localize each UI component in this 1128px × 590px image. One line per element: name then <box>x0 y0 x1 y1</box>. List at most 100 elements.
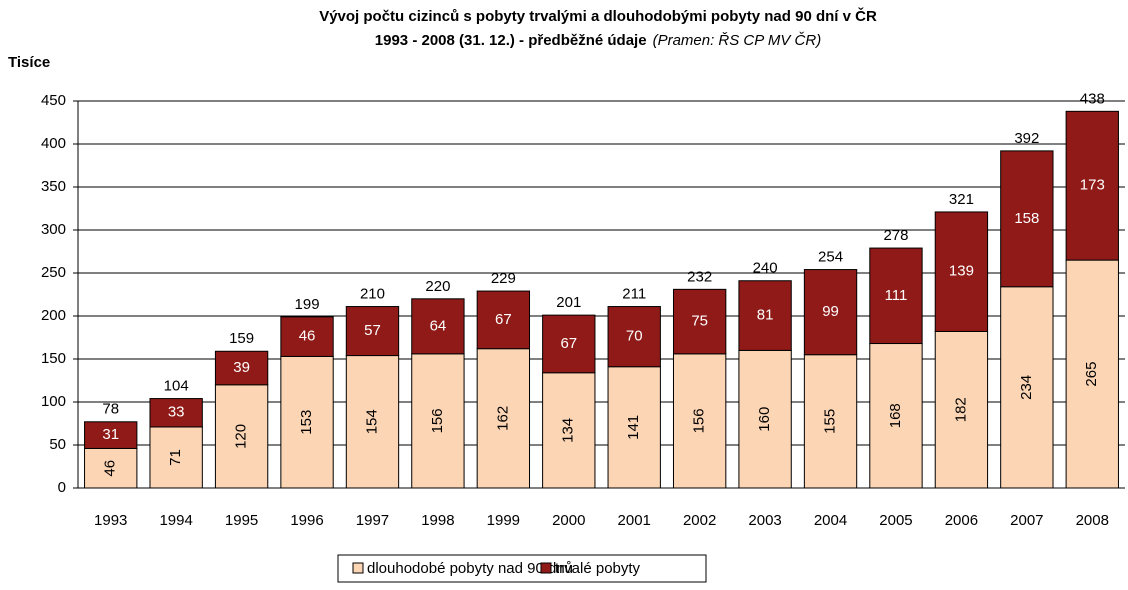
x-tick-label: 1997 <box>356 512 389 529</box>
value-label: 173 <box>1080 177 1105 194</box>
y-tick-label: 50 <box>49 436 66 453</box>
total-label: 220 <box>425 278 450 295</box>
bar-segment <box>542 314 596 374</box>
x-tick-label: 1999 <box>487 512 520 529</box>
value-label: 70 <box>626 328 643 345</box>
y-tick-label: 150 <box>41 350 66 367</box>
bar-segment <box>476 348 531 489</box>
value-label: 265 <box>1083 362 1100 387</box>
value-label: 111 <box>885 287 908 304</box>
y-tick-label: 450 <box>41 92 66 109</box>
total-label: 104 <box>164 378 189 395</box>
total-label: 229 <box>491 270 516 287</box>
value-label: 139 <box>949 263 974 280</box>
value-label: 168 <box>887 403 904 428</box>
total-label: 278 <box>883 227 908 244</box>
y-tick-label: 250 <box>41 264 66 281</box>
bar-segment <box>1000 286 1054 489</box>
value-label: 39 <box>233 359 250 376</box>
bar-segment <box>803 269 858 356</box>
bar-segment <box>542 372 596 489</box>
bar-segment <box>1065 110 1119 261</box>
bar-segment <box>803 354 858 489</box>
x-tick-label: 2003 <box>748 512 781 529</box>
bar-segment <box>672 288 727 355</box>
total-label: 201 <box>556 294 581 311</box>
total-label: 210 <box>360 286 385 303</box>
total-label: 240 <box>753 260 778 277</box>
x-tick-label: 1998 <box>421 512 454 529</box>
bar-segment <box>149 398 203 428</box>
value-label: 67 <box>495 311 512 328</box>
y-tick-label: 200 <box>41 307 66 324</box>
value-label: 234 <box>1018 375 1035 400</box>
bar-segment <box>869 343 923 489</box>
value-label: 99 <box>822 303 839 320</box>
bar-segment <box>280 355 334 489</box>
bar-segment <box>738 349 792 489</box>
x-tick-label: 2001 <box>618 512 651 529</box>
value-label: 57 <box>364 322 381 339</box>
value-label: 153 <box>298 410 315 435</box>
total-label: 321 <box>949 191 974 208</box>
y-tick-label: 400 <box>41 135 66 152</box>
value-label: 156 <box>691 408 708 433</box>
bar-segment <box>934 211 989 332</box>
x-tick-label: 2005 <box>879 512 912 529</box>
bar-segment <box>1065 259 1119 489</box>
bar-segment <box>84 447 138 489</box>
legend <box>337 554 707 583</box>
value-label: 31 <box>102 426 119 443</box>
x-tick-label: 1996 <box>290 512 323 529</box>
y-axis-label: Tisíce <box>8 54 50 71</box>
legend-swatch <box>540 562 552 574</box>
value-label: 158 <box>1014 210 1039 227</box>
value-label: 75 <box>691 313 708 330</box>
x-tick-label: 2007 <box>1010 512 1043 529</box>
bar-segment <box>84 421 138 449</box>
total-label: 254 <box>818 249 843 266</box>
total-label: 78 <box>102 401 119 418</box>
bar-segment <box>738 280 792 351</box>
value-label: 71 <box>167 449 184 466</box>
bar-segment <box>672 353 727 489</box>
value-label: 81 <box>757 307 774 324</box>
value-label: 162 <box>494 406 511 431</box>
x-tick-label: 1993 <box>94 512 127 529</box>
x-tick-label: 2006 <box>945 512 978 529</box>
bar-segment <box>1000 150 1054 288</box>
x-tick-label: 2004 <box>814 512 847 529</box>
x-tick-label: 2002 <box>683 512 716 529</box>
value-label: 141 <box>625 415 642 440</box>
total-label: 199 <box>295 296 320 313</box>
y-tick-label: 100 <box>41 393 66 410</box>
y-tick-label: 300 <box>41 221 66 238</box>
x-tick-label: 1994 <box>159 512 192 529</box>
total-label: 232 <box>687 268 712 285</box>
bar-segment <box>869 247 923 345</box>
x-tick-label: 2008 <box>1076 512 1109 529</box>
chart-subtitle: 1993 - 2008 (31. 12.) - předběžné údaje (… <box>375 32 821 49</box>
value-label: 155 <box>822 409 839 434</box>
total-label: 211 <box>622 286 646 303</box>
y-tick-label: 350 <box>41 178 66 195</box>
value-label: 33 <box>168 404 185 421</box>
value-label: 134 <box>560 418 577 443</box>
legend-label: trvalé pobyty <box>555 560 641 577</box>
x-tick-label: 2000 <box>552 512 585 529</box>
bar-segment <box>280 316 334 357</box>
total-label: 159 <box>229 330 254 347</box>
legend-label: dlouhodobé pobyty nad 90 dnů <box>367 560 573 577</box>
value-label: 67 <box>560 335 577 352</box>
total-label: 438 <box>1080 90 1105 107</box>
legend-swatch <box>352 562 364 574</box>
bar-segment <box>607 306 661 368</box>
source: (Pramen: ŘS CP MV ČR) <box>653 32 822 49</box>
value-label: 46 <box>299 328 316 345</box>
value-label: 160 <box>756 407 773 432</box>
bar-segment <box>411 298 465 355</box>
value-label: 64 <box>430 317 447 334</box>
chart-title: Vývoj počtu cizinců s pobyty trvalými a … <box>319 7 877 25</box>
